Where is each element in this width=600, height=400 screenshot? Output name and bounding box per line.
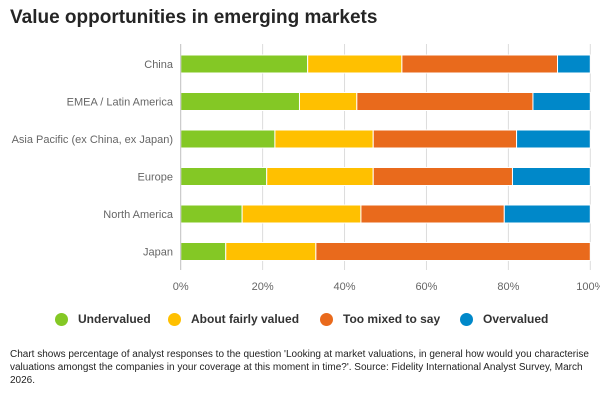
bar-china-overvalued[interactable] bbox=[557, 54, 591, 74]
bars bbox=[180, 54, 591, 261]
x-tick-label: 80% bbox=[497, 281, 519, 293]
legend-marker-undervalued bbox=[55, 312, 68, 326]
legend-label: Undervalued bbox=[78, 312, 151, 326]
category-label: EMEA / Latin America bbox=[67, 97, 174, 109]
category-label: Asia Pacific (ex China, ex Japan) bbox=[12, 134, 173, 146]
bar-asia-pacific-ex-china-ex-japan-undervalued[interactable] bbox=[180, 129, 276, 149]
legend-marker-overvalued bbox=[460, 312, 473, 326]
bar-japan-about-fairly-valued[interactable] bbox=[225, 242, 317, 261]
bar-china-too-mixed-to-say[interactable] bbox=[401, 54, 559, 74]
chart-title: Value opportunities in emerging markets bbox=[10, 7, 378, 28]
legend-marker-about-fairly-valued bbox=[168, 312, 181, 326]
legend-item-too-mixed-to-say[interactable]: Too mixed to say bbox=[320, 310, 440, 328]
legend-label: About fairly valued bbox=[191, 312, 300, 326]
category-label: China bbox=[144, 59, 174, 71]
chart-footnote: Chart shows percentage of analyst respon… bbox=[10, 349, 589, 386]
legend-item-about-fairly-valued[interactable]: About fairly valued bbox=[168, 310, 299, 328]
bar-europe-overvalued[interactable] bbox=[511, 167, 591, 186]
x-tick-labels: 0% 20% 40% 60% 80% 100% bbox=[173, 281, 600, 293]
legend: Undervalued About fairly valued Too mixe… bbox=[0, 310, 600, 330]
bar-asia-pacific-ex-china-ex-japan-about-fairly-valued[interactable] bbox=[274, 129, 374, 149]
legend-item-undervalued[interactable]: Undervalued bbox=[55, 310, 151, 328]
gridlines bbox=[262, 44, 591, 270]
bar-emea-latin-america-undervalued[interactable] bbox=[180, 92, 300, 111]
bar-japan-undervalued[interactable] bbox=[180, 242, 227, 261]
legend-marker-too-mixed-to-say bbox=[320, 312, 333, 326]
category-labels: China EMEA / Latin America Asia Pacific (e… bbox=[12, 59, 174, 259]
bar-asia-pacific-ex-china-ex-japan-too-mixed-to-say[interactable] bbox=[372, 129, 518, 149]
bar-china-undervalued[interactable] bbox=[180, 54, 309, 74]
category-label: Japan bbox=[143, 247, 173, 259]
bar-asia-pacific-ex-china-ex-japan-overvalued[interactable] bbox=[516, 129, 591, 149]
x-tick-label: 100% bbox=[576, 281, 600, 293]
legend-item-overvalued[interactable]: Overvalued bbox=[460, 310, 548, 328]
bar-emea-latin-america-overvalued[interactable] bbox=[532, 92, 591, 111]
category-label: Europe bbox=[138, 172, 173, 184]
bar-emea-latin-america-about-fairly-valued[interactable] bbox=[298, 92, 358, 111]
bar-europe-undervalued[interactable] bbox=[180, 167, 268, 186]
category-label: North America bbox=[103, 209, 174, 221]
bar-north-america-undervalued[interactable] bbox=[180, 204, 243, 224]
bar-north-america-about-fairly-valued[interactable] bbox=[241, 204, 362, 224]
x-tick-label: 0% bbox=[173, 281, 189, 293]
bar-japan-too-mixed-to-say[interactable] bbox=[315, 242, 591, 261]
legend-label: Overvalued bbox=[483, 312, 549, 326]
x-tick-label: 40% bbox=[334, 281, 356, 293]
bar-europe-too-mixed-to-say[interactable] bbox=[372, 167, 513, 186]
x-tick-label: 60% bbox=[415, 281, 437, 293]
bar-emea-latin-america-too-mixed-to-say[interactable] bbox=[356, 92, 534, 111]
legend-label: Too mixed to say bbox=[343, 312, 441, 326]
stacked-bar-chart: China EMEA / Latin America Asia Pacific (e… bbox=[12, 44, 600, 293]
bar-china-about-fairly-valued[interactable] bbox=[307, 54, 403, 74]
bar-north-america-overvalued[interactable] bbox=[503, 204, 591, 224]
bar-europe-about-fairly-valued[interactable] bbox=[266, 167, 374, 186]
bar-north-america-too-mixed-to-say[interactable] bbox=[360, 204, 505, 224]
x-tick-label: 20% bbox=[252, 281, 274, 293]
